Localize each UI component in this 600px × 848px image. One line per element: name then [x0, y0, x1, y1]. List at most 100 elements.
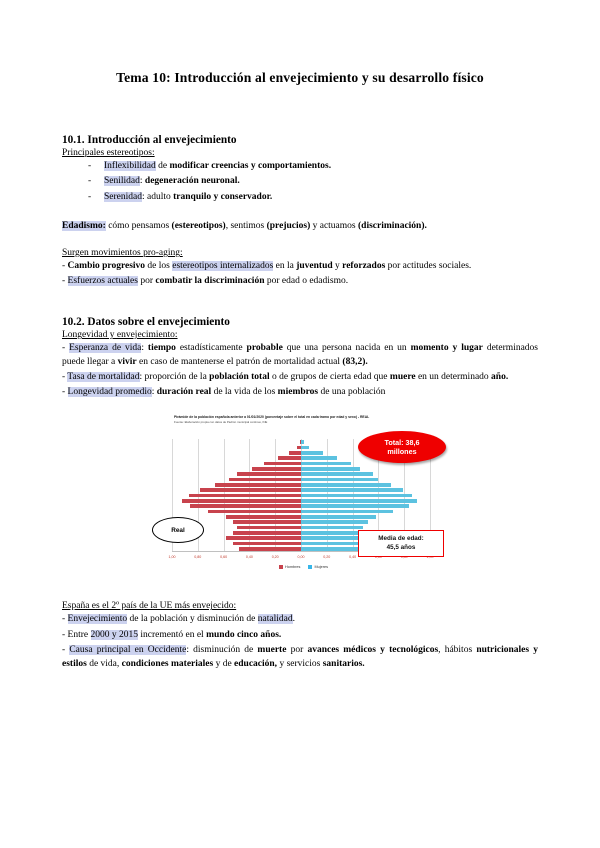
- highlight-term: Longevidad promedio: [67, 387, 152, 398]
- bold-text: muerte: [257, 644, 287, 655]
- bar-mujeres: [301, 461, 352, 466]
- highlight-term: Edadismo:: [62, 221, 106, 232]
- bar-hombres: [232, 530, 301, 535]
- legend-swatch-mujeres: [308, 565, 313, 570]
- bold-text: educación,: [234, 658, 278, 669]
- bold-text: juventud: [296, 261, 333, 272]
- text: en la: [273, 261, 297, 272]
- bar-mujeres: [301, 456, 338, 460]
- text: , hábitos: [438, 644, 477, 655]
- chart-x-tick-label: 0,20: [271, 555, 279, 560]
- total-callout: Total: 38,6 millones: [358, 431, 446, 464]
- text: :: [151, 387, 157, 398]
- paragraph-esfuerzos-actuales: - Esfuerzos actuales por combatir la dis…: [62, 274, 538, 288]
- text: , sentimos: [225, 221, 267, 232]
- bar-mujeres: [301, 546, 360, 551]
- text: de los: [145, 261, 173, 272]
- highlight-term: Serenidad: [104, 191, 142, 202]
- bar-hombres: [232, 520, 301, 524]
- section-heading-10-1: 10.1. Introducción al envejecimiento: [62, 134, 237, 146]
- bold-text: condiciones materiales: [121, 658, 214, 669]
- highlight-term: Inflexibilidad: [104, 161, 156, 171]
- text: y de: [213, 658, 235, 669]
- chart-legend: Hombres Mujeres: [150, 565, 450, 570]
- bold-text: tiempo: [147, 343, 176, 354]
- bar-mujeres: [301, 504, 410, 508]
- page-title: Tema 10: Introducción al envejecimiento …: [116, 70, 484, 85]
- text: en caso de mantenerse el patrón de morta…: [136, 357, 343, 368]
- subheading-pro-aging: Surgen movimientos pro-aging:: [62, 248, 183, 259]
- highlight-term: Esfuerzos actuales: [67, 276, 138, 287]
- paragraph-2000-2015: - Entre 2000 y 2015 incrementó en el mun…: [62, 628, 538, 642]
- bar-mujeres: [301, 514, 376, 519]
- text: cómo pensamos: [105, 221, 172, 232]
- text: por edad o edadismo.: [264, 276, 349, 287]
- bar-mujeres: [301, 472, 374, 476]
- text: de vida,: [86, 658, 122, 669]
- subheading-principales-estereotipos: Principales estereotipos:: [62, 148, 155, 158]
- estereotipos-list: Inflexibilidad de modificar creencias y …: [62, 159, 538, 206]
- dash: -: [62, 614, 68, 625]
- bar-hombres: [208, 509, 301, 514]
- text: .: [292, 614, 295, 625]
- dash: - Entre: [62, 629, 91, 640]
- bar-hombres: [190, 504, 301, 508]
- paragraph-longevidad-promedio: - Longevidad promedio: duración real de …: [62, 385, 538, 399]
- bold-text: Cambio progresivo: [67, 261, 146, 272]
- text: de una población: [318, 387, 386, 398]
- chart-axis-line: [172, 551, 430, 553]
- highlight-term: 2000 y 2015: [90, 629, 138, 640]
- paragraph-causa-principal: - Causa principal en Occidente: disminuc…: [62, 643, 538, 671]
- chart-x-tick-label: 0,80: [194, 555, 202, 560]
- bar-hombres: [236, 472, 301, 476]
- paragraph-envejecimiento-natalidad: - Envejecimiento de la población y dismi…: [62, 612, 538, 626]
- bold-text: reforzados: [342, 261, 386, 272]
- bold-text: (prejucios): [266, 221, 311, 232]
- bold-text: mundo cinco años.: [206, 629, 282, 640]
- real-callout: Real: [152, 517, 204, 544]
- bar-mujeres: [301, 477, 379, 482]
- text: y: [332, 261, 343, 272]
- subheading-espana-ue: España es el 2º país de la UE más enveje…: [62, 601, 237, 612]
- highlight-term: Senilidad: [104, 176, 140, 187]
- bar-hombres: [214, 482, 301, 487]
- dash: -: [62, 276, 68, 287]
- text: : adulto: [142, 191, 174, 202]
- list-item: Senilidad: degeneración neuronal.: [88, 174, 538, 190]
- bar-hombres: [277, 456, 301, 460]
- bar-mujeres: [301, 488, 403, 492]
- media-edad-line1: Media de edad:: [378, 535, 424, 543]
- text: :: [141, 343, 148, 354]
- text: estadísticamente: [175, 343, 247, 354]
- chart-x-tick-label: 0,40: [349, 555, 357, 560]
- bold-text: (estereotipos): [171, 221, 226, 232]
- bar-hombres: [228, 477, 301, 482]
- bar-mujeres: [301, 466, 361, 471]
- text: :: [139, 176, 145, 187]
- bar-mujeres: [301, 493, 412, 498]
- bold-text: nutricionales y estilos: [62, 644, 539, 669]
- list-item: Serenidad: adulto tranquilo y conservado…: [88, 190, 538, 206]
- text: por: [137, 276, 156, 287]
- spacer: [62, 205, 538, 219]
- bar-hombres: [239, 546, 301, 551]
- bar-mujeres: [301, 525, 363, 530]
- text: y actuamos: [310, 221, 358, 232]
- bar-hombres: [182, 498, 301, 503]
- highlight-term: natalidad: [257, 614, 293, 625]
- real-callout-label: Real: [171, 526, 185, 534]
- paragraph-esperanza-de-vida: - Esperanza de vida: tiempo estadísticam…: [62, 341, 538, 369]
- bar-mujeres: [301, 520, 369, 524]
- population-pyramid-chart: Pirámide de la población española anteri…: [150, 413, 450, 582]
- paragraph-cambio-progresivo: - Cambio progresivo de los estereotipos …: [62, 259, 538, 273]
- bold-text: momento y lugar: [410, 343, 483, 354]
- bar-mujeres: [301, 440, 304, 444]
- highlight-term: Tasa de mortalidad: [67, 372, 140, 383]
- bar-hombres: [226, 536, 301, 540]
- bold-text: (discriminación).: [358, 221, 427, 232]
- bar-hombres: [236, 525, 301, 530]
- dash: -: [62, 261, 68, 272]
- chart-x-tick-label: 0,60: [220, 555, 228, 560]
- bold-text: degeneración neuronal.: [144, 176, 240, 187]
- bold-text: (83,2).: [342, 357, 368, 368]
